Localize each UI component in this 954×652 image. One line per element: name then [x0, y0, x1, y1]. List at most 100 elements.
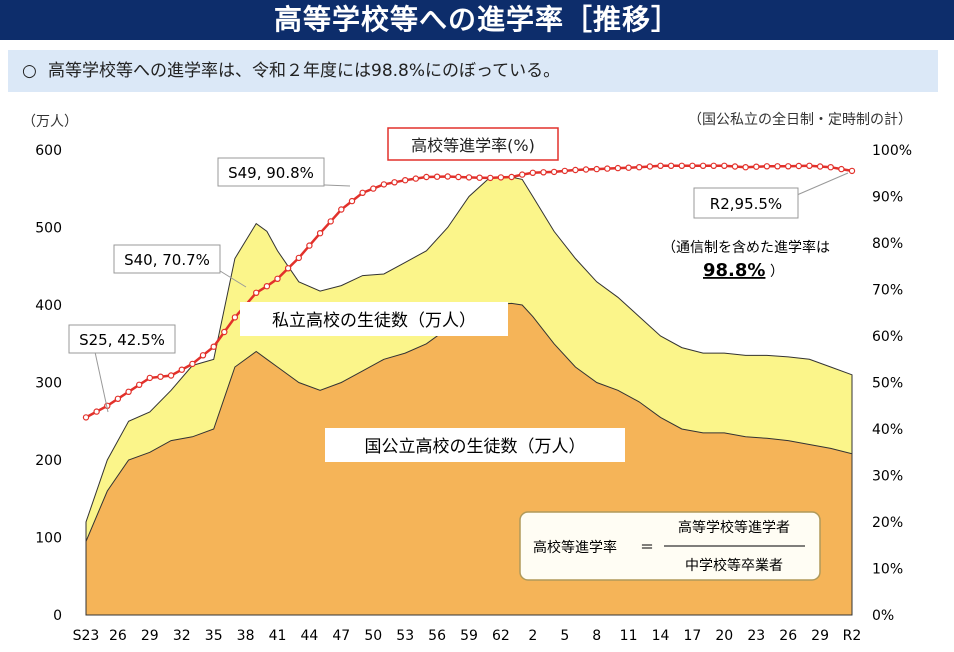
rate-point	[157, 373, 164, 380]
right-tick-label: 70%	[872, 283, 903, 299]
rate-point	[774, 163, 781, 170]
x-tick-label: R2	[843, 628, 862, 644]
rate-point	[476, 174, 483, 181]
annotation-box-r2	[693, 187, 799, 219]
annotation-s25: S25, 42.5%	[79, 331, 165, 349]
left-axis-unit: （万人）	[22, 114, 78, 130]
rate-point	[625, 164, 632, 171]
x-tick-label: 38	[237, 628, 255, 644]
correspondence-note-2: ）	[770, 264, 784, 280]
annotation-s49: S49, 90.8%	[228, 164, 314, 182]
rate-point	[412, 175, 419, 182]
rate-point	[114, 395, 122, 402]
rate-point	[699, 162, 707, 169]
rate-point	[848, 167, 856, 175]
rate-point	[135, 381, 143, 388]
left-tick-label: 0	[53, 608, 62, 624]
rate-point	[763, 163, 771, 170]
rate-point	[189, 360, 196, 368]
correspondence-note-1: （通信制を含めた進学率は	[662, 239, 830, 256]
rate-point	[604, 165, 611, 172]
x-tick-label: 50	[364, 628, 382, 644]
rate-point	[753, 163, 760, 170]
rate-point	[391, 179, 398, 186]
rate-point	[529, 169, 537, 176]
summary-bar: ○ 高等学校等への進学率は、令和２年度には98.8%にのぼっている。	[8, 50, 938, 92]
rate-point	[593, 165, 600, 173]
annotation-r2: R2,95.5%	[710, 195, 782, 213]
annotation-box-s25	[68, 324, 176, 354]
x-tick-label: 14	[652, 628, 670, 644]
rate-point	[231, 314, 239, 321]
x-tick-label: 44	[300, 628, 318, 644]
rate-point	[519, 171, 526, 178]
rate-point	[93, 408, 100, 415]
formula-eq: ＝	[640, 540, 654, 556]
rate-point	[178, 366, 185, 373]
rate-point	[284, 265, 292, 272]
private-label: 私立高校の生徒数（万人）	[272, 311, 476, 331]
x-tick-label: 53	[396, 628, 414, 644]
rate-point	[327, 218, 334, 225]
private-label-box	[240, 302, 508, 336]
rate-point	[540, 169, 547, 176]
scope-note: （国公私立の全日制・定時制の計）	[688, 111, 912, 128]
right-tick-label: 30%	[872, 469, 903, 485]
left-tick-label: 500	[35, 221, 62, 237]
rate-point	[380, 181, 388, 188]
left-tick-label: 200	[35, 453, 62, 469]
x-tick-label: 35	[205, 628, 223, 644]
rate-point	[561, 167, 569, 175]
rate-point	[497, 174, 505, 181]
rate-point	[646, 163, 654, 170]
x-tick-label: 20	[715, 628, 733, 644]
x-tick-label: 26	[779, 628, 797, 644]
rate-point	[614, 164, 622, 172]
rate-point	[742, 163, 749, 171]
right-tick-label: 80%	[872, 236, 903, 252]
rate-point	[444, 173, 451, 180]
x-tick-label: 26	[109, 628, 127, 644]
rate-point	[82, 414, 90, 421]
page-title: 高等学校等への進学率［推移］	[0, 0, 954, 40]
public-label-box	[325, 428, 625, 462]
x-tick-label: 8	[592, 628, 601, 644]
rate-point	[370, 185, 377, 192]
rate-point	[785, 163, 792, 170]
left-tick-label: 600	[35, 143, 62, 159]
rate-point	[167, 372, 175, 379]
rate-point	[306, 242, 313, 249]
rate-point	[657, 162, 664, 169]
right-tick-label: 10%	[872, 562, 903, 578]
formula-denominator: 中学校等卒業者	[685, 557, 783, 574]
rate-point	[295, 254, 302, 262]
rate-point	[572, 166, 579, 174]
rate-point	[316, 229, 324, 237]
rate-point	[689, 162, 696, 169]
rate-point	[487, 174, 494, 182]
x-tick-label: 2	[528, 628, 537, 644]
rate-point	[338, 206, 345, 213]
rate-point	[210, 343, 217, 350]
rate-point	[274, 275, 281, 282]
correspondence-value: 98.8%	[703, 260, 765, 281]
x-tick-label: 47	[332, 628, 350, 644]
rate-point	[721, 162, 728, 169]
x-tick-label: 11	[620, 628, 638, 644]
rate-point	[465, 174, 473, 181]
rate-point	[433, 173, 441, 180]
right-tick-label: 40%	[872, 422, 903, 438]
right-tick-label: 0%	[872, 608, 894, 624]
rate-point	[838, 165, 845, 173]
rate-point	[348, 197, 356, 205]
rate-point	[550, 168, 558, 176]
rate-point	[795, 162, 803, 170]
rate-point	[221, 328, 228, 336]
right-tick-label: 50%	[872, 376, 903, 392]
rate-point	[816, 163, 824, 170]
x-tick-label: 17	[683, 628, 701, 644]
x-tick-label: 29	[141, 628, 159, 644]
public-label: 国公立高校の生徒数（万人）	[365, 437, 586, 457]
rate-point	[199, 352, 207, 359]
